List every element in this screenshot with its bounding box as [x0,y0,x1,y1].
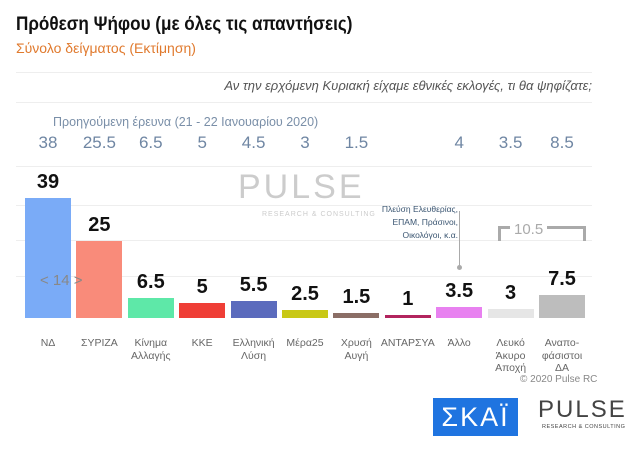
value-label: 1 [402,287,414,310]
divider [16,72,592,73]
bar [230,301,277,318]
category-label: Λευκό Άκυρο Αποχή [495,337,527,375]
category-label: Χρυσή Αυγή [340,337,372,362]
annotation-dot [457,265,462,270]
previous-value: 3 [300,133,310,152]
category-label: ΝΔ [40,337,56,349]
value-label: 6.5 [136,270,165,293]
previous-value: 1.5 [344,133,369,152]
category-label: ΑΝΤΑΡΣΥΑ [380,337,435,349]
divider [16,102,592,103]
previous-value: 4.5 [241,133,266,152]
copyright: © 2020 Pulse RC [520,374,598,385]
sum-annotation: 10.5 [510,221,548,238]
value-label: 1.5 [342,286,371,309]
gridline [16,166,592,167]
previous-value: 5 [197,133,207,152]
gridline [16,205,592,206]
value-label: 3 [505,281,517,304]
bar [436,307,483,318]
bar [282,310,328,318]
gridline [16,276,592,277]
previous-value: 4 [454,133,464,152]
bar [487,308,534,318]
pulse-logo: PULSE [538,396,627,423]
other-parties-note: Πλεύση Ελευθερίας, ΕΠΑΜ, Πράσινοι, Οικολ… [381,204,458,241]
value-label: 5 [196,275,208,298]
bar [76,241,123,318]
previous-value: 6.5 [138,133,163,152]
skai-logo: ΣΚΑΪ [433,398,518,436]
category-label: Άλλο [447,337,471,349]
watermark-sub: RESEARCH & CONSULTING [262,211,376,218]
category-label: Κίνημα Αλλαγής [131,337,171,362]
previous-value: 25.5 [82,133,116,152]
gridline [16,240,592,241]
category-label: ΣΥΡΙΖΑ [80,337,118,349]
previous-value: 38 [38,133,58,152]
chart-title: Πρόθεση Ψήφου (με όλες τις απαντήσεις) [16,14,353,35]
bar [384,314,431,318]
previous-value: 3.5 [498,133,523,152]
previous-value: 8.5 [550,133,574,152]
category-label: Ελληνική Λύση [232,337,275,362]
bar [127,297,174,318]
category-label: Αναπο-φάσιστοι ΔΑ [541,337,583,375]
category-label: ΚΚΕ [191,337,213,349]
gap-annotation: < 14 > [40,272,83,289]
bar [25,197,71,318]
category-label: Μέρα25 [286,337,324,349]
value-label: 5.5 [239,274,268,297]
bar [179,302,226,318]
annotation-line [459,211,460,267]
pulse-logo-sub: RESEARCH & CONSULTING [542,424,626,430]
bar [333,313,380,318]
watermark: PULSE [238,168,365,206]
value-label: 7.5 [548,267,576,290]
value-label: 3.5 [445,280,474,303]
value-label: 2.5 [291,283,319,306]
value-label: 25 [88,214,111,236]
chart-subtitle: Σύνολο δείγματος (Εκτίμηση) [16,40,196,56]
value-label: 39 [36,170,60,193]
survey-question: Αν την ερχόμενη Κυριακή είχαμε εθνικές ε… [224,78,592,93]
previous-survey-label: Προηγούμενη έρευνα (21 - 22 Ιανουαρίου 2… [53,115,319,129]
bar [539,294,585,318]
